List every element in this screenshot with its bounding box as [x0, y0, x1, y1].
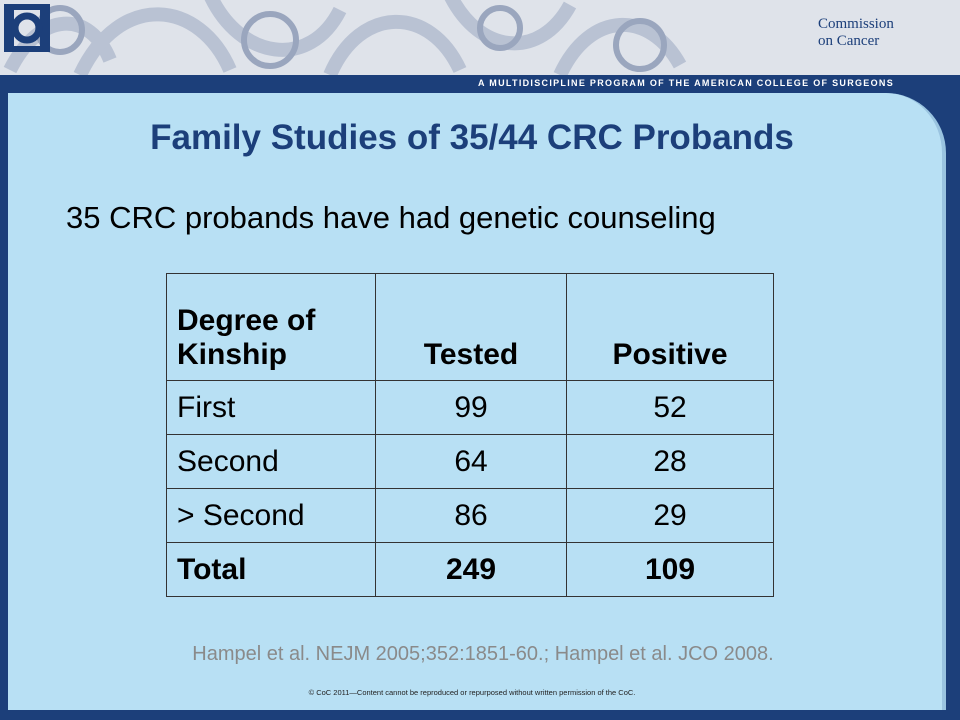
decorative-swirl-graphic	[3, 0, 687, 75]
cell-kinship: > Second	[166, 488, 376, 543]
cell-total-positive: 109	[566, 542, 774, 597]
header-banner: Commission on Cancer	[0, 0, 960, 75]
cell-tested: 64	[375, 434, 567, 489]
cell-total-label: Total	[166, 542, 376, 597]
table-row: > Second 86 29	[166, 488, 774, 543]
cell-tested: 99	[375, 380, 567, 435]
header-tested: Tested	[375, 273, 567, 381]
tagline: A MULTIDISCIPLINE PROGRAM OF THE AMERICA…	[478, 78, 894, 88]
kinship-table: Degree of Kinship Tested Positive First …	[166, 273, 774, 597]
table-header-row: Degree of Kinship Tested Positive	[166, 273, 774, 381]
tagline-bar	[0, 75, 960, 93]
cell-positive: 29	[566, 488, 774, 543]
header-degree-line2: Kinship	[177, 338, 287, 371]
reference-citation: Hampel et al. NEJM 2005;352:1851-60.; Ha…	[192, 643, 774, 665]
header-degree-line1: Degree of	[177, 304, 316, 337]
coc-logo-icon	[4, 4, 50, 52]
table-row: First 99 52	[166, 380, 774, 435]
header-positive: Positive	[566, 273, 774, 381]
copyright-notice: © CoC 2011—Content cannot be reproduced …	[308, 688, 636, 697]
table-row: Second 64 28	[166, 434, 774, 489]
table-total-row: Total 249 109	[166, 542, 774, 597]
slide-title: Family Studies of 35/44 CRC Probands	[150, 118, 794, 157]
cell-kinship: Second	[166, 434, 376, 489]
cell-tested: 86	[375, 488, 567, 543]
header-degree-of-kinship: Degree of Kinship	[166, 273, 376, 381]
cell-total-tested: 249	[375, 542, 567, 597]
cell-kinship: First	[166, 380, 376, 435]
cell-positive: 52	[566, 380, 774, 435]
logo-text: Commission on Cancer	[818, 16, 894, 49]
slide-subtitle: 35 CRC probands have had genetic counsel…	[66, 200, 716, 235]
cell-positive: 28	[566, 434, 774, 489]
